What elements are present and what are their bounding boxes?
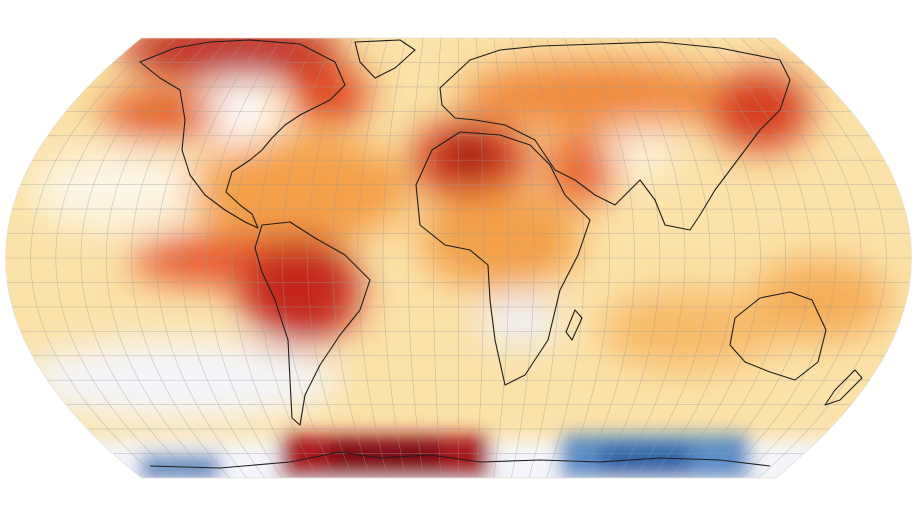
graticule-line	[493, 38, 510, 478]
graticule-line	[433, 38, 442, 478]
graticule-line	[407, 38, 424, 478]
graticule-line	[231, 38, 301, 478]
graticule-line	[30, 38, 160, 478]
graticule-line	[528, 38, 560, 478]
graticule-line	[722, 38, 837, 478]
graticule-line	[105, 38, 213, 478]
coastlines	[139, 39, 863, 469]
north-america	[139, 39, 346, 229]
map-outline	[5, 37, 912, 479]
graticule-line	[546, 38, 585, 478]
graticule-line	[563, 38, 610, 478]
africa	[415, 131, 591, 386]
new-zealand	[824, 369, 863, 406]
graticule-line	[757, 38, 887, 478]
south-america	[254, 221, 371, 426]
madagascar	[565, 309, 583, 341]
greenland	[354, 39, 416, 79]
graticule-line	[581, 38, 636, 478]
graticule-line	[599, 38, 661, 478]
graticule-line	[332, 38, 371, 478]
graticule-line	[357, 38, 389, 478]
graticule-line	[652, 38, 736, 478]
graticule-line	[307, 38, 354, 478]
graticule-line	[634, 38, 711, 478]
antarctica	[149, 451, 771, 469]
graticule-line	[669, 38, 761, 478]
graticule-line	[55, 38, 177, 478]
graticule-line	[616, 38, 686, 478]
graticule-line	[740, 38, 862, 478]
eurasia	[439, 41, 791, 231]
graticule-line	[281, 38, 336, 478]
graticule-line	[206, 38, 283, 478]
graticule-line	[130, 38, 230, 478]
australia	[729, 291, 827, 381]
graticule-line	[475, 38, 484, 478]
graticule-line	[511, 38, 535, 478]
graticule-line	[687, 38, 787, 478]
graticule-line	[80, 38, 195, 478]
graticule-line	[382, 38, 406, 478]
graticule-line	[704, 38, 812, 478]
graticule-line	[181, 38, 265, 478]
graticule-line	[156, 38, 248, 478]
graticule-line	[256, 38, 318, 478]
